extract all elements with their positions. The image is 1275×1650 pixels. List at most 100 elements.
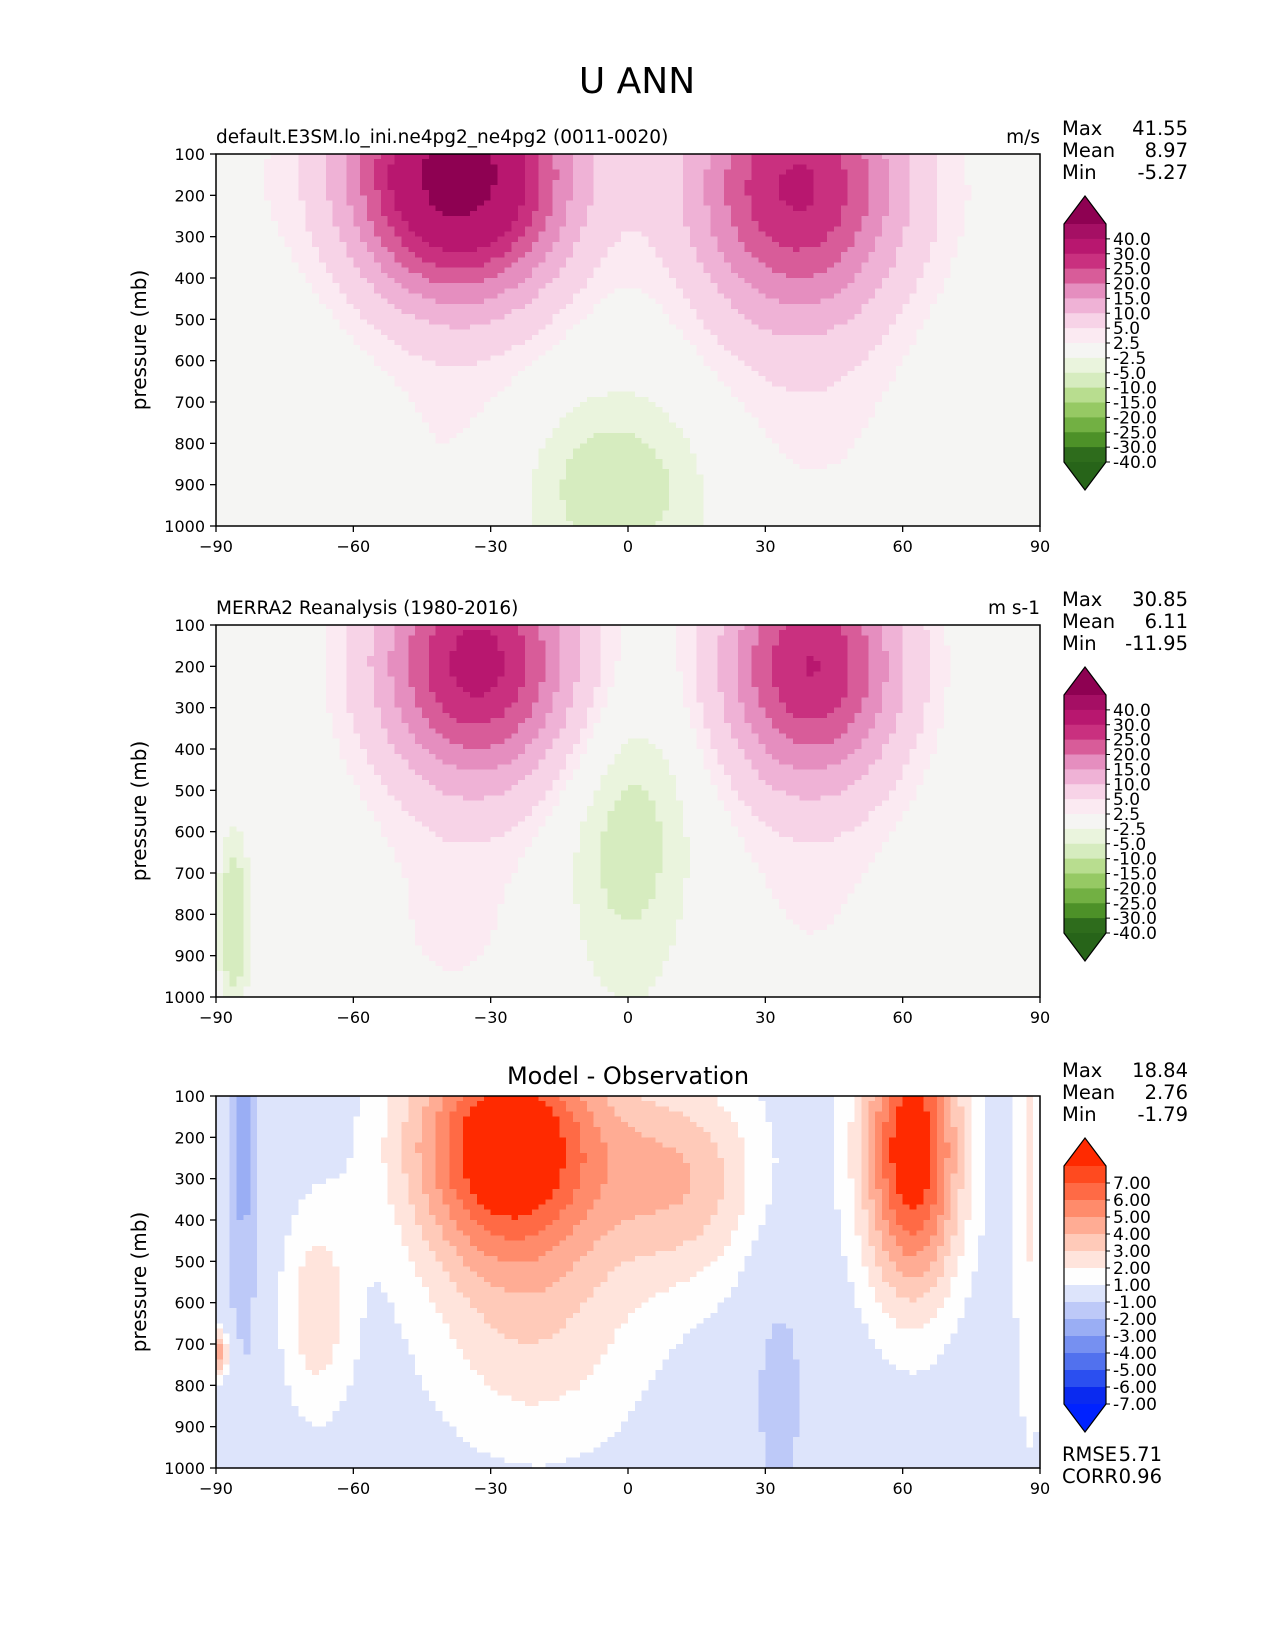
contour-cell xyxy=(676,211,683,217)
contour-cell xyxy=(855,159,862,165)
contour-cell xyxy=(484,170,491,176)
contour-cell xyxy=(504,195,511,201)
contour-cell xyxy=(587,263,594,269)
contour-cell xyxy=(683,304,690,310)
contour-cell xyxy=(573,195,580,201)
contour-cell xyxy=(319,216,326,222)
contour-cell xyxy=(250,325,257,331)
contour-cell xyxy=(834,190,841,196)
contour-cell xyxy=(690,325,697,331)
contour-cell xyxy=(745,299,752,305)
contour-cell xyxy=(367,242,374,248)
contour-cell xyxy=(916,211,923,217)
contour-cell xyxy=(731,340,738,346)
contour-cell xyxy=(395,257,402,263)
contour-cell xyxy=(807,257,814,263)
contour-cell xyxy=(484,180,491,186)
contour-cell xyxy=(353,242,360,248)
contour-cell xyxy=(443,216,450,222)
contour-cell xyxy=(710,273,717,279)
contour-cell xyxy=(319,273,326,279)
contour-cell xyxy=(662,309,669,315)
contour-cell xyxy=(367,170,374,176)
contour-cell xyxy=(813,252,820,258)
contour-cell xyxy=(216,154,223,160)
contour-cell xyxy=(992,268,999,274)
contour-cell xyxy=(999,221,1006,227)
contour-cell xyxy=(243,283,250,289)
contour-cell xyxy=(958,335,965,341)
contour-cell xyxy=(861,257,868,263)
contour-cell xyxy=(319,325,326,331)
contour-cell xyxy=(916,268,923,274)
contour-cell xyxy=(765,278,772,284)
contour-cell xyxy=(552,350,559,356)
contour-cell xyxy=(401,340,408,346)
contour-cell xyxy=(916,221,923,227)
contour-cell xyxy=(429,330,436,336)
contour-cell xyxy=(491,345,498,351)
contour-cell xyxy=(621,294,628,300)
contour-cell xyxy=(429,170,436,176)
contour-cell xyxy=(401,350,408,356)
contour-cell xyxy=(669,309,676,315)
contour-cell xyxy=(655,154,662,160)
contour-cell xyxy=(889,154,896,160)
contour-cell xyxy=(731,273,738,279)
contour-cell xyxy=(827,242,834,248)
contour-cell xyxy=(1013,221,1020,227)
contour-cell xyxy=(346,185,353,191)
contour-cell xyxy=(628,288,635,294)
contour-cell xyxy=(511,294,518,300)
contour-cell xyxy=(415,350,422,356)
contour-cell xyxy=(401,226,408,232)
contour-cell xyxy=(752,247,759,253)
contour-cell xyxy=(978,288,985,294)
contour-cell xyxy=(243,345,250,351)
contour-cell xyxy=(820,314,827,320)
contour-cell xyxy=(710,221,717,227)
contour-cell xyxy=(333,211,340,217)
contour-cell xyxy=(525,242,532,248)
contour-cell xyxy=(731,154,738,160)
contour-cell xyxy=(758,278,765,284)
contour-cell xyxy=(518,195,525,201)
contour-cell xyxy=(992,340,999,346)
contour-cell xyxy=(642,356,649,362)
contour-cell xyxy=(978,268,985,274)
contour-cell xyxy=(710,263,717,269)
contour-cell xyxy=(491,356,498,362)
contour-cell xyxy=(388,159,395,165)
contour-cell xyxy=(518,170,525,176)
contour-cell xyxy=(951,159,958,165)
contour-cell xyxy=(971,159,978,165)
contour-cell xyxy=(573,340,580,346)
contour-cell xyxy=(525,232,532,238)
contour-cell xyxy=(243,278,250,284)
contour-cell xyxy=(429,325,436,331)
contour-cell xyxy=(443,154,450,160)
contour-cell xyxy=(704,257,711,263)
contour-cell xyxy=(752,190,759,196)
contour-cell xyxy=(786,190,793,196)
contour-cell xyxy=(717,175,724,181)
contour-cell xyxy=(1019,299,1026,305)
contour-cell xyxy=(752,201,759,207)
contour-cell xyxy=(243,350,250,356)
contour-cell xyxy=(449,180,456,186)
contour-cell xyxy=(429,288,436,294)
contour-cell xyxy=(456,180,463,186)
contour-cell xyxy=(546,325,553,331)
contour-cell xyxy=(697,263,704,269)
contour-cell xyxy=(381,195,388,201)
contour-cell xyxy=(340,330,347,336)
contour-cell xyxy=(484,226,491,232)
contour-cell xyxy=(1026,361,1033,367)
contour-cell xyxy=(305,288,312,294)
contour-cell xyxy=(408,356,415,362)
contour-cell xyxy=(786,304,793,310)
contour-cell xyxy=(230,273,237,279)
contour-cell xyxy=(395,319,402,325)
contour-cell xyxy=(669,263,676,269)
contour-cell xyxy=(566,195,573,201)
